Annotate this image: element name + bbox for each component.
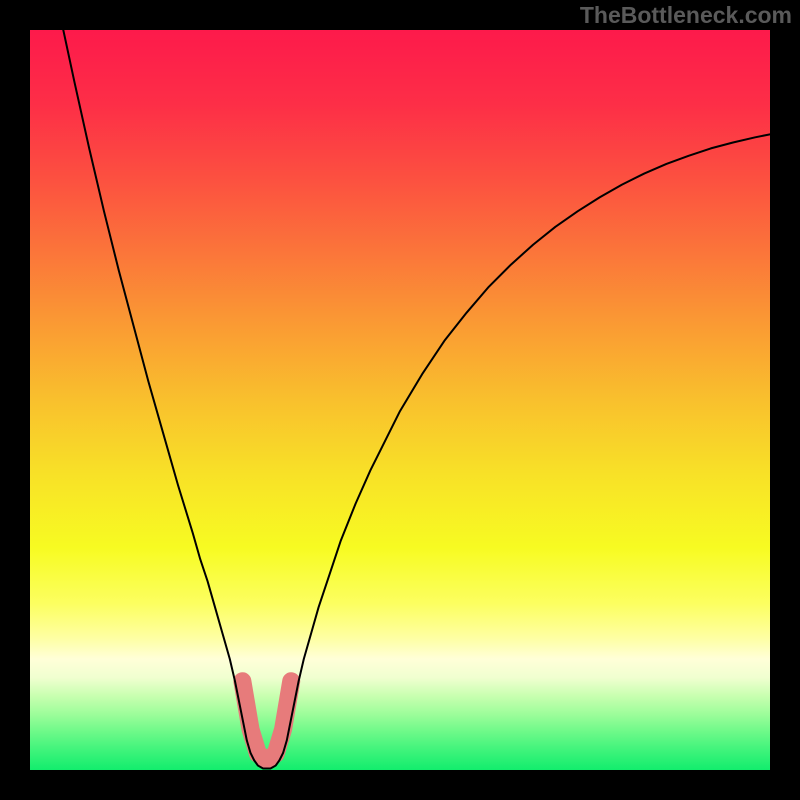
plot-background-gradient — [30, 30, 770, 770]
bottleneck-chart — [0, 0, 800, 800]
chart-container: TheBottleneck.com — [0, 0, 800, 800]
watermark-text: TheBottleneck.com — [580, 2, 792, 29]
